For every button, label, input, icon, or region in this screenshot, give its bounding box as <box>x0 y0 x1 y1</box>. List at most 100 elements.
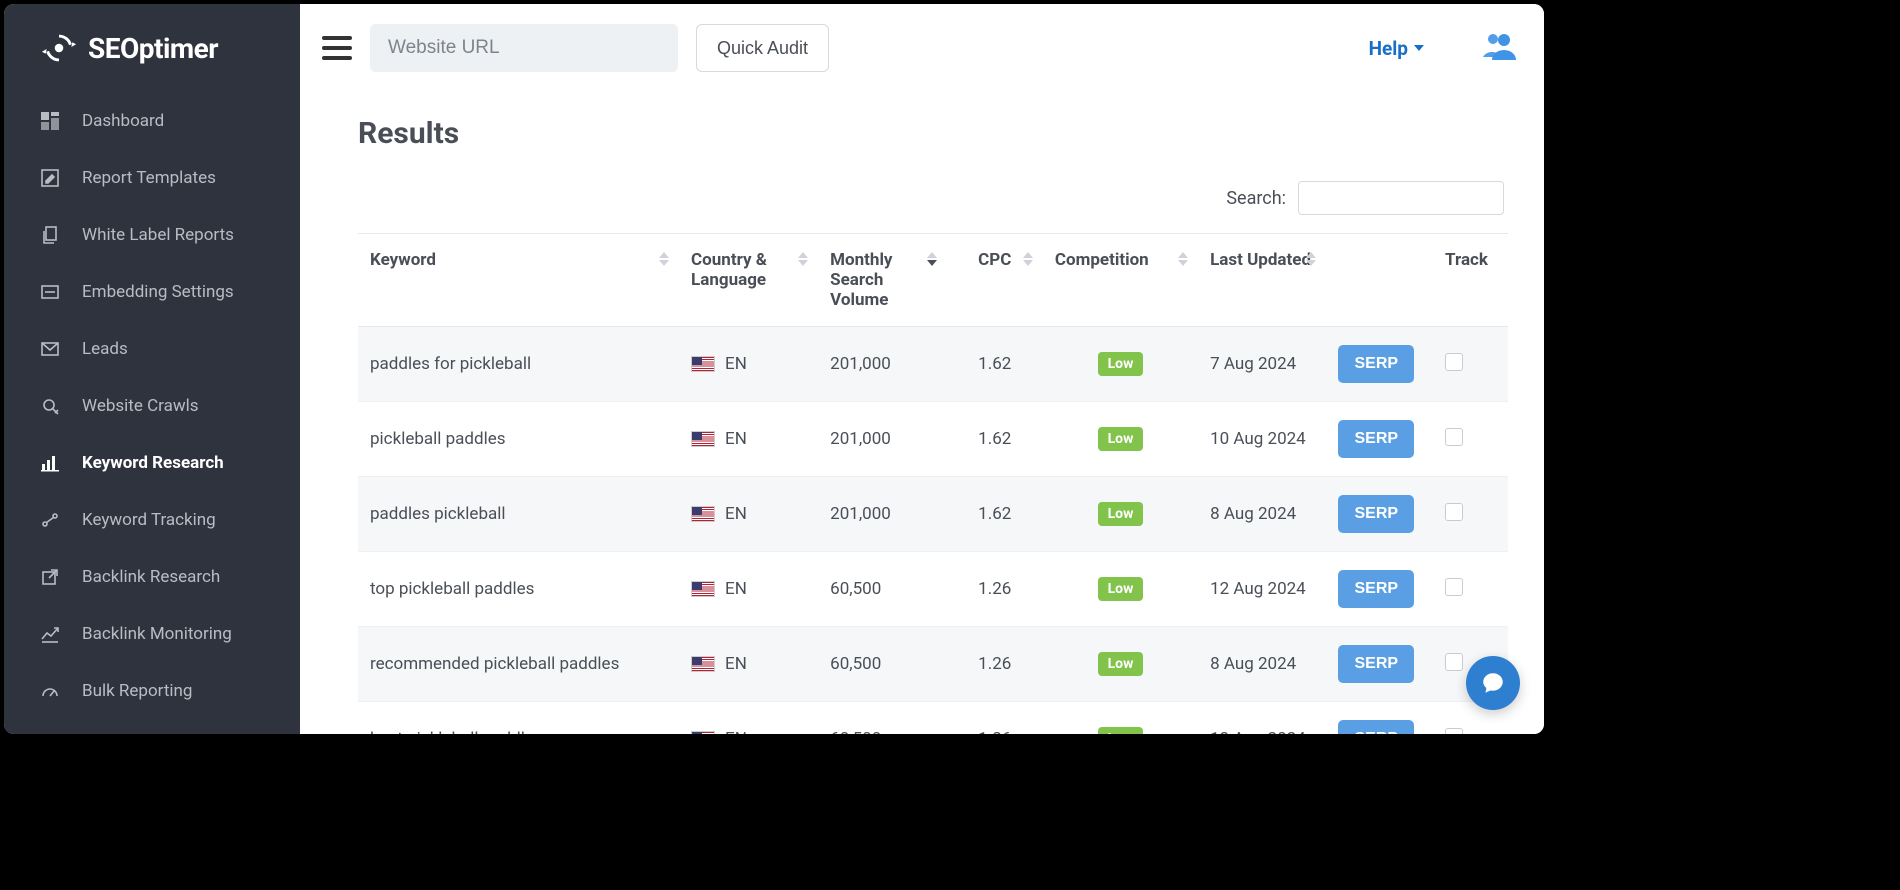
sidebar-item-keyword-tracking[interactable]: Keyword Tracking <box>4 491 300 548</box>
sidebar-item-white-label-reports[interactable]: White Label Reports <box>4 206 300 263</box>
col-country[interactable]: Country & Language <box>679 234 818 327</box>
help-menu[interactable]: Help <box>1369 37 1424 60</box>
serp-button[interactable]: SERP <box>1338 570 1414 608</box>
cell-cpc: 1.62 <box>947 402 1043 477</box>
sidebar-item-backlink-monitoring[interactable]: Backlink Monitoring <box>4 605 300 662</box>
col-competition[interactable]: Competition <box>1043 234 1198 327</box>
lang-label: EN <box>725 654 747 674</box>
competition-badge: Low <box>1098 577 1144 601</box>
cell-updated: 8 Aug 2024 <box>1198 627 1326 702</box>
cell-keyword: recommended pickleball paddles <box>358 627 679 702</box>
table-row: top pickleball paddlesEN60,5001.26Low12 … <box>358 552 1508 627</box>
cell-track <box>1433 552 1508 627</box>
cell-volume: 201,000 <box>818 402 946 477</box>
lang-label: EN <box>725 354 747 374</box>
serp-button[interactable]: SERP <box>1338 345 1414 383</box>
sidebar-nav: DashboardReport TemplatesWhite Label Rep… <box>4 92 300 719</box>
sidebar-item-bulk-reporting[interactable]: Bulk Reporting <box>4 662 300 719</box>
cell-volume: 60,500 <box>818 627 946 702</box>
cell-volume: 60,500 <box>818 552 946 627</box>
cell-competition: Low <box>1043 477 1198 552</box>
logo[interactable]: SEOptimer <box>4 4 300 92</box>
cell-serp: SERP <box>1326 477 1433 552</box>
cell-keyword: paddles pickleball <box>358 477 679 552</box>
copy-icon <box>40 225 60 245</box>
sidebar-item-backlink-research[interactable]: Backlink Research <box>4 548 300 605</box>
edit-icon <box>40 168 60 188</box>
col-volume[interactable]: Monthly Search Volume <box>818 234 946 327</box>
track-checkbox[interactable] <box>1445 728 1463 735</box>
track-checkbox[interactable] <box>1445 428 1463 446</box>
content: Results Search: Keyword Country & Langua… <box>300 92 1544 734</box>
track-checkbox[interactable] <box>1445 653 1463 671</box>
cell-country: EN <box>679 702 818 735</box>
flag-us-icon <box>691 731 715 734</box>
speed-icon <box>40 681 60 701</box>
lang-label: EN <box>725 579 747 599</box>
cell-volume: 201,000 <box>818 327 946 402</box>
sidebar-item-embedding-settings[interactable]: Embedding Settings <box>4 263 300 320</box>
sidebar-item-report-templates[interactable]: Report Templates <box>4 149 300 206</box>
quick-audit-button[interactable]: Quick Audit <box>696 24 829 72</box>
col-updated[interactable]: Last Updated <box>1198 234 1326 327</box>
sort-icon <box>1178 252 1188 266</box>
lang-label: EN <box>725 429 747 449</box>
website-url-input[interactable] <box>370 24 678 72</box>
sidebar-item-keyword-research[interactable]: Keyword Research <box>4 434 300 491</box>
competition-badge: Low <box>1098 502 1144 526</box>
cell-competition: Low <box>1043 552 1198 627</box>
cell-serp: SERP <box>1326 552 1433 627</box>
col-keyword[interactable]: Keyword <box>358 234 679 327</box>
sidebar-item-leads[interactable]: Leads <box>4 320 300 377</box>
users-icon[interactable] <box>1482 32 1516 64</box>
cell-country: EN <box>679 327 818 402</box>
cell-cpc: 1.26 <box>947 627 1043 702</box>
sidebar-item-website-crawls[interactable]: Website Crawls <box>4 377 300 434</box>
col-cpc[interactable]: CPC <box>947 234 1043 327</box>
cell-updated: 8 Aug 2024 <box>1198 477 1326 552</box>
main: Quick Audit Help Results <box>300 4 1544 734</box>
logo-icon <box>40 29 78 67</box>
chat-button[interactable] <box>1466 656 1520 710</box>
track-checkbox[interactable] <box>1445 503 1463 521</box>
flag-us-icon <box>691 506 715 522</box>
menu-toggle-icon[interactable] <box>322 36 352 60</box>
table-search-row: Search: <box>358 181 1508 215</box>
track-checkbox[interactable] <box>1445 353 1463 371</box>
competition-badge: Low <box>1098 352 1144 376</box>
cell-updated: 7 Aug 2024 <box>1198 327 1326 402</box>
cell-competition: Low <box>1043 702 1198 735</box>
cell-country: EN <box>679 627 818 702</box>
serp-button[interactable]: SERP <box>1338 420 1414 458</box>
cell-track <box>1433 477 1508 552</box>
cell-cpc: 1.26 <box>947 702 1043 735</box>
table-row: pickleball paddlesEN201,0001.62Low10 Aug… <box>358 402 1508 477</box>
cell-cpc: 1.62 <box>947 477 1043 552</box>
cell-country: EN <box>679 552 818 627</box>
serp-button[interactable]: SERP <box>1338 720 1414 734</box>
cell-keyword: paddles for pickleball <box>358 327 679 402</box>
competition-badge: Low <box>1098 652 1144 676</box>
track-checkbox[interactable] <box>1445 578 1463 596</box>
linechart-icon <box>40 624 60 644</box>
cell-serp: SERP <box>1326 327 1433 402</box>
serp-button[interactable]: SERP <box>1338 645 1414 683</box>
bars-icon <box>40 453 60 473</box>
external-icon <box>40 567 60 587</box>
table-search-input[interactable] <box>1298 181 1504 215</box>
table-row: paddles pickleballEN201,0001.62Low8 Aug … <box>358 477 1508 552</box>
cell-updated: 10 Aug 2024 <box>1198 402 1326 477</box>
sidebar-item-dashboard[interactable]: Dashboard <box>4 92 300 149</box>
dashboard-icon <box>40 111 60 131</box>
sidebar: SEOptimer DashboardReport TemplatesWhite… <box>4 4 300 734</box>
competition-badge: Low <box>1098 727 1144 734</box>
flag-us-icon <box>691 581 715 597</box>
sidebar-item-label: Bulk Reporting <box>82 681 192 701</box>
lang-label: EN <box>725 729 747 734</box>
chevron-down-icon <box>1414 45 1424 51</box>
cell-country: EN <box>679 402 818 477</box>
cell-serp: SERP <box>1326 627 1433 702</box>
serp-button[interactable]: SERP <box>1338 495 1414 533</box>
crawl-icon <box>40 396 60 416</box>
table-row: recommended pickleball paddles EN 60,5001.… <box>358 627 1508 702</box>
